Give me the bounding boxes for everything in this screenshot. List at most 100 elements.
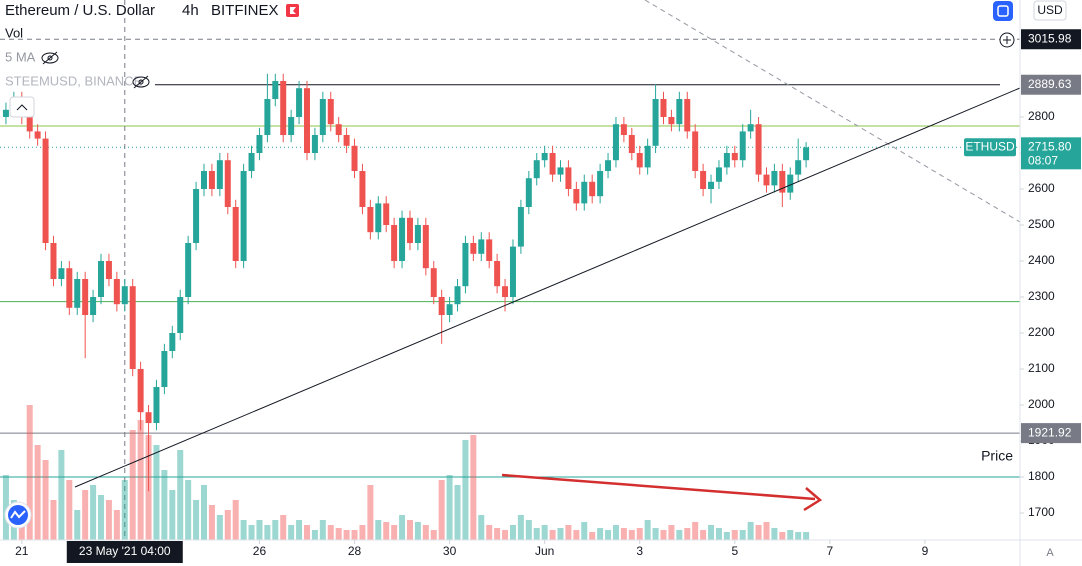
volume-bar	[652, 528, 659, 540]
indicator-vol[interactable]: Vol	[5, 25, 23, 40]
volume-bar	[256, 520, 263, 540]
volume-bar	[803, 532, 810, 540]
candle-body	[573, 189, 580, 204]
volume-bar	[668, 525, 675, 540]
volume-bar	[264, 525, 271, 540]
candle-body	[303, 88, 310, 153]
candle-body	[795, 160, 802, 175]
volume-bar	[296, 520, 303, 540]
collapse-button[interactable]	[9, 96, 35, 118]
x-tick-label: 9	[922, 544, 929, 558]
crosshair-x-label: 23 May '21 04:00	[79, 544, 171, 558]
volume-bar	[660, 530, 667, 540]
candle-body	[90, 297, 97, 315]
volume-bar	[121, 480, 128, 540]
candle-body	[98, 261, 105, 297]
candle-body	[383, 203, 390, 225]
candle-body	[375, 203, 382, 233]
candle-body	[161, 351, 168, 387]
volume-bar	[367, 485, 374, 540]
volume-bar	[58, 450, 65, 540]
candle-body	[478, 239, 485, 254]
candle-body	[787, 174, 794, 193]
auto-button[interactable]	[1042, 544, 1058, 560]
candle-body	[153, 387, 160, 423]
candle-body	[335, 124, 342, 135]
candle-body	[422, 225, 429, 269]
x-tick-label: Jun	[535, 544, 554, 558]
volume-bar	[438, 480, 445, 540]
currency[interactable]: USD	[1037, 3, 1063, 17]
volume-bar	[351, 530, 358, 540]
volume-bar	[66, 480, 73, 540]
hidden-eye-icon[interactable]	[132, 75, 150, 89]
hidden-eye-icon[interactable]	[41, 51, 59, 65]
volume-bar	[224, 510, 231, 540]
volume-bar	[708, 525, 715, 540]
candle-body	[747, 124, 754, 132]
volume-bar	[359, 525, 366, 540]
volume-bar	[581, 522, 588, 540]
candle-body	[446, 304, 453, 315]
candle-body	[288, 117, 295, 135]
x-tick-label: 5	[731, 544, 738, 558]
candle-body	[359, 171, 366, 207]
scale-glyph	[997, 5, 1009, 17]
candle-body	[509, 246, 516, 297]
auto-scale[interactable]: A	[1046, 547, 1054, 559]
volume-bar	[462, 440, 469, 540]
plot-area	[0, 0, 1020, 540]
x-tick-label: 28	[348, 544, 362, 558]
volume-bar	[684, 528, 691, 540]
candle-body	[462, 243, 469, 287]
candle-body	[700, 171, 707, 189]
candle-body	[533, 160, 540, 179]
candle-body	[264, 99, 271, 135]
level-label: 1921.92	[1028, 425, 1072, 439]
volume-bar	[644, 520, 651, 540]
candle-body	[399, 217, 406, 261]
candle-body	[58, 268, 65, 279]
volume-bar	[406, 520, 413, 540]
volume-bar	[565, 525, 572, 540]
volume-bar	[161, 470, 168, 540]
candle-body	[660, 99, 667, 117]
volume-bar	[185, 480, 192, 540]
volume-bar	[50, 500, 57, 540]
volume-bar	[169, 490, 176, 540]
candle-body	[343, 135, 350, 146]
flag-glyph	[290, 7, 296, 14]
candle-body	[216, 160, 223, 189]
candle-body	[589, 181, 596, 197]
x-tick-label: 7	[827, 544, 834, 558]
volume-bar	[771, 528, 778, 540]
candle-body	[26, 117, 33, 132]
arrow-line	[501, 473, 816, 501]
candle-body	[620, 124, 627, 135]
candle-body	[652, 99, 659, 146]
volume-bar	[700, 530, 707, 540]
candle-body	[248, 153, 255, 171]
candle-body	[240, 171, 247, 261]
volume-bar	[422, 525, 429, 540]
y-tick-label: 2500	[1028, 217, 1055, 231]
currency-button[interactable]	[1033, 0, 1067, 21]
candle-body	[105, 261, 112, 279]
overlay-symbol[interactable]: STEEMUSD, BINANCE	[5, 73, 143, 88]
interval: 4h	[182, 2, 199, 19]
scale-button[interactable]	[993, 1, 1013, 21]
crosshair-y-label-bg	[1021, 29, 1081, 50]
volume-bar	[612, 525, 619, 540]
candle-body	[296, 88, 303, 117]
candle-body	[34, 131, 41, 139]
indicator-ma[interactable]: 5 MA	[5, 49, 36, 64]
volume-bar	[628, 530, 635, 540]
volume-bar	[723, 532, 730, 540]
candle-body	[525, 178, 532, 207]
candle-body	[549, 153, 556, 175]
candle-body	[351, 145, 358, 171]
candle-body	[406, 217, 413, 243]
candle-body	[201, 171, 207, 189]
volume-bar	[755, 525, 762, 540]
